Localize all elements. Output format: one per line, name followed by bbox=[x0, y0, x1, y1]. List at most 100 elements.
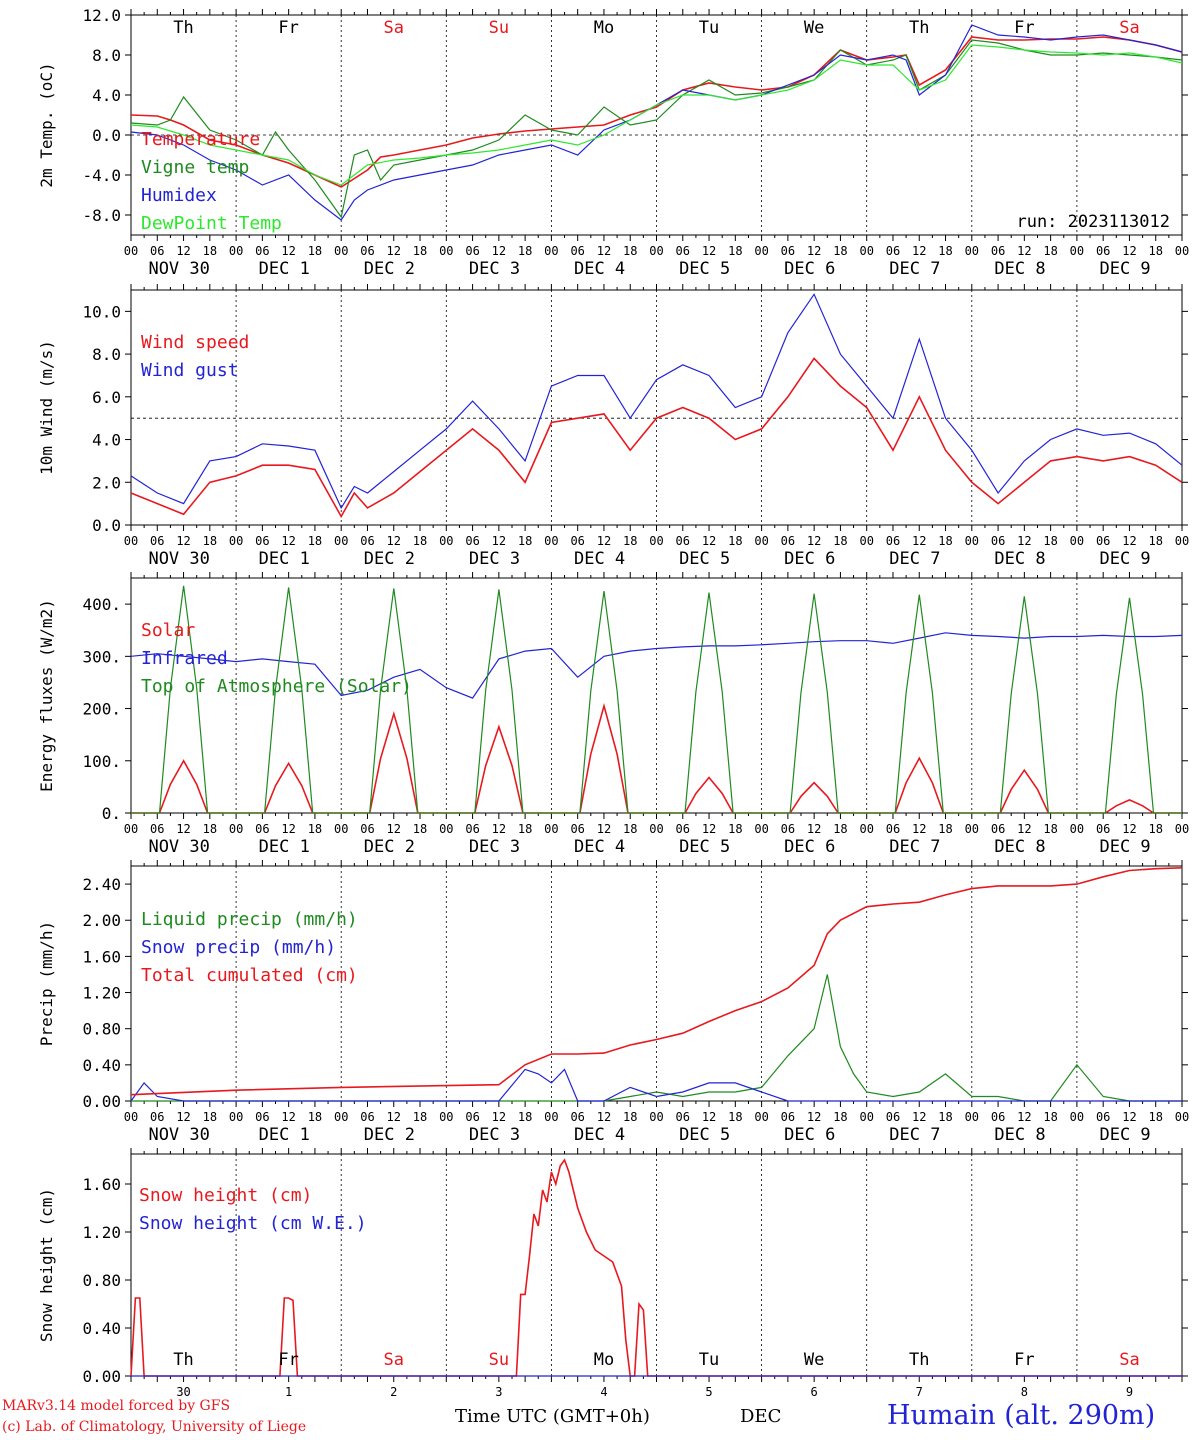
hour-label-precip: 18 bbox=[938, 1110, 952, 1124]
hour-label-wind: 18 bbox=[623, 534, 637, 548]
hour-label-temp: 18 bbox=[1148, 244, 1162, 258]
station-label: Humain (alt. 290m) bbox=[887, 1400, 1156, 1431]
hour-label-energy: 12 bbox=[597, 822, 611, 836]
y-tick-label-snow: 1.20 bbox=[82, 1223, 121, 1242]
date-label-temp: DEC 2 bbox=[364, 259, 415, 279]
day-number-label: 6 bbox=[811, 1385, 818, 1399]
date-label-temp: DEC 7 bbox=[889, 259, 940, 279]
hour-label-wind: 18 bbox=[1148, 534, 1162, 548]
hour-label-energy: 06 bbox=[781, 822, 795, 836]
hour-label-wind: 12 bbox=[807, 534, 821, 548]
y-tick-label-wind: 8.0 bbox=[92, 345, 121, 364]
series-line-precip-total-cumulated-cm- bbox=[130, 867, 1183, 1096]
hour-label-precip: 12 bbox=[492, 1110, 506, 1124]
hour-label-wind: 12 bbox=[387, 534, 401, 548]
day-number-label: 4 bbox=[600, 1385, 607, 1399]
hour-label-wind: 06 bbox=[255, 534, 269, 548]
hour-label-wind: 18 bbox=[728, 534, 742, 548]
hour-label-precip: 18 bbox=[308, 1110, 322, 1124]
hour-label-temp: 12 bbox=[1017, 244, 1031, 258]
hour-label-temp: 00 bbox=[439, 244, 453, 258]
day-number-label: 5 bbox=[705, 1385, 712, 1399]
y-tick-label-snow: 1.60 bbox=[82, 1175, 121, 1194]
legend-entry-wind: Wind speed bbox=[141, 332, 249, 353]
hour-label-precip: 06 bbox=[465, 1110, 479, 1124]
hour-label-wind: 00 bbox=[229, 534, 243, 548]
date-label-precip: DEC 1 bbox=[259, 1125, 310, 1145]
legend-entry-temp: Temperature bbox=[141, 129, 260, 150]
y-tick-label-temp: -8.0 bbox=[82, 206, 121, 225]
hour-label-energy: 18 bbox=[1043, 822, 1057, 836]
weekday-label: Mo bbox=[594, 18, 614, 38]
date-label-temp: DEC 4 bbox=[574, 259, 625, 279]
hour-label-temp: 00 bbox=[754, 244, 768, 258]
hour-label-temp: 00 bbox=[965, 244, 979, 258]
hour-label-precip: 18 bbox=[1148, 1110, 1162, 1124]
legend-entry-energy: Infrared bbox=[141, 648, 228, 669]
y-tick-label-wind: 6.0 bbox=[92, 388, 121, 407]
series-line-temp-vigne-temp bbox=[130, 39, 1183, 219]
hour-label-energy: 00 bbox=[965, 822, 979, 836]
hour-label-temp: 06 bbox=[886, 244, 900, 258]
weekday-label: Sa bbox=[1119, 18, 1139, 38]
weekday-label-bottom: Su bbox=[489, 1350, 509, 1370]
hour-label-precip: 06 bbox=[1096, 1110, 1110, 1124]
weekday-label-bottom: Th bbox=[909, 1350, 929, 1370]
hour-label-wind: 06 bbox=[360, 534, 374, 548]
date-label-temp: DEC 5 bbox=[679, 259, 730, 279]
y-tick-label-snow: 0.80 bbox=[82, 1271, 121, 1290]
hour-label-wind: 18 bbox=[938, 534, 952, 548]
date-label-temp: NOV 30 bbox=[148, 259, 209, 279]
hour-label-energy: 00 bbox=[124, 822, 138, 836]
hour-label-energy: 12 bbox=[702, 822, 716, 836]
weekday-label: Th bbox=[173, 18, 193, 38]
hour-label-energy: 18 bbox=[938, 822, 952, 836]
hour-label-wind: 00 bbox=[1175, 534, 1189, 548]
weekday-label-bottom: Fr bbox=[278, 1350, 298, 1370]
series-line-wind-wind-gust bbox=[130, 293, 1183, 510]
hour-label-energy: 18 bbox=[413, 822, 427, 836]
date-label-precip: DEC 5 bbox=[679, 1125, 730, 1145]
hour-label-precip: 12 bbox=[702, 1110, 716, 1124]
date-label-wind: DEC 8 bbox=[994, 549, 1045, 569]
hour-label-precip: 18 bbox=[728, 1110, 742, 1124]
hour-label-energy: 12 bbox=[1017, 822, 1031, 836]
hour-label-wind: 00 bbox=[334, 534, 348, 548]
y-tick-label-temp: 4.0 bbox=[92, 86, 121, 105]
hour-label-temp: 18 bbox=[938, 244, 952, 258]
hour-label-precip: 12 bbox=[1122, 1110, 1136, 1124]
y-tick-label-energy: 0. bbox=[102, 804, 121, 823]
hour-label-wind: 00 bbox=[859, 534, 873, 548]
day-number-label: 9 bbox=[1126, 1385, 1133, 1399]
y-axis-title-temp: 2m Temp. (oC) bbox=[37, 62, 56, 187]
hour-label-temp: 18 bbox=[833, 244, 847, 258]
legend-entry-temp: Humidex bbox=[141, 185, 217, 206]
y-tick-label-precip: 1.20 bbox=[82, 984, 121, 1003]
date-label-energy: DEC 4 bbox=[574, 837, 625, 857]
hour-label-temp: 06 bbox=[150, 244, 164, 258]
hour-label-wind: 18 bbox=[203, 534, 217, 548]
weekday-label-bottom: Sa bbox=[1119, 1350, 1139, 1370]
hour-label-energy: 00 bbox=[334, 822, 348, 836]
date-label-energy: DEC 8 bbox=[994, 837, 1045, 857]
hour-label-wind: 06 bbox=[570, 534, 584, 548]
hour-label-precip: 18 bbox=[623, 1110, 637, 1124]
y-tick-label-precip: 1.60 bbox=[82, 947, 121, 966]
day-number-label: 2 bbox=[390, 1385, 397, 1399]
hour-label-temp: 06 bbox=[991, 244, 1005, 258]
hour-label-wind: 12 bbox=[912, 534, 926, 548]
date-label-wind: NOV 30 bbox=[148, 549, 209, 569]
y-axis-title-snow: Snow height (cm) bbox=[37, 1188, 56, 1342]
y-tick-label-precip: 0.80 bbox=[82, 1020, 121, 1039]
y-tick-label-temp: -4.0 bbox=[82, 166, 121, 185]
date-label-temp: DEC 9 bbox=[1099, 259, 1150, 279]
hour-label-energy: 18 bbox=[308, 822, 322, 836]
hour-label-energy: 18 bbox=[203, 822, 217, 836]
hour-label-precip: 12 bbox=[807, 1110, 821, 1124]
hour-label-temp: 06 bbox=[465, 244, 479, 258]
hour-label-energy: 00 bbox=[649, 822, 663, 836]
legend-entry-energy: Top of Atmosphere (Solar) bbox=[141, 676, 412, 697]
weekday-label: We bbox=[804, 18, 824, 38]
hour-label-precip: 12 bbox=[597, 1110, 611, 1124]
hour-label-energy: 06 bbox=[991, 822, 1005, 836]
